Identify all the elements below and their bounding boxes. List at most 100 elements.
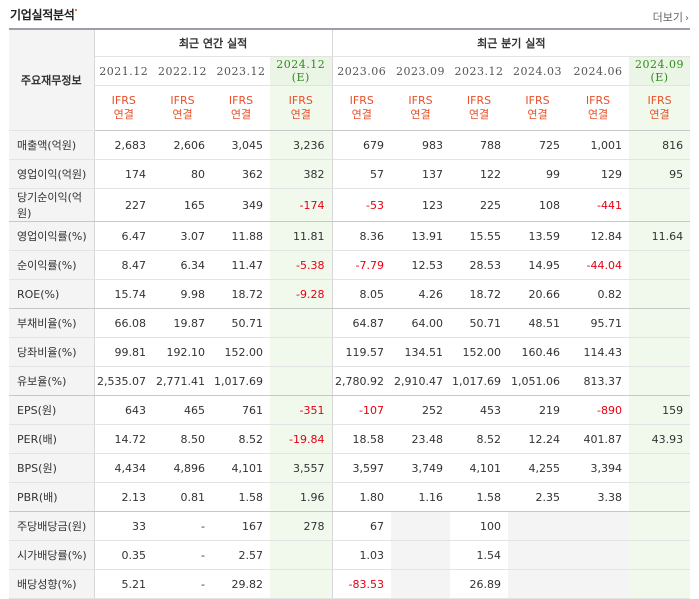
table-cell: - — [153, 540, 212, 570]
row-label: 배당성향(%) — [9, 569, 95, 599]
table-cell: 12.84 — [567, 221, 630, 251]
table-cell: 134.51 — [391, 337, 451, 367]
table-cell: 761 — [212, 395, 270, 425]
table-cell: 4,101 — [450, 453, 509, 483]
table-cell — [629, 308, 691, 338]
row-label: PER(배) — [9, 424, 95, 454]
table-cell: 14.95 — [508, 250, 568, 280]
consolidated-label: 연결 — [410, 108, 431, 121]
table-cell: 174 — [94, 159, 153, 189]
table-cell: -107 — [332, 395, 392, 425]
row-label: 영업이익률(%) — [9, 221, 95, 251]
table-row: EPS(원) 643 465 761 -351 -107 252 453 219 -890 159 — [9, 395, 691, 425]
table-row: PBR(배) 2.13 0.81 1.58 1.96 1.80 1.16 1.58 2.35 3.… — [9, 482, 691, 512]
ifrs-label: IFRS — [525, 94, 550, 107]
table-cell: 6.47 — [94, 221, 153, 251]
table-row: 당좌비율(%) 99.81 192.10 152.00 119.57 134.51 152.… — [9, 337, 691, 367]
row-label: 매출액(억원) — [9, 130, 95, 160]
table-cell — [629, 511, 691, 541]
table-row: PER(배) 14.72 8.50 8.52 -19.84 18.58 23.48 8.52 1… — [9, 424, 691, 454]
annual-group-header: 최근 연간 실적 — [94, 28, 333, 57]
table-cell: 14.72 — [94, 424, 153, 454]
table-cell — [629, 453, 691, 483]
table-cell: -83.53 — [332, 569, 392, 599]
table-cell: 0.82 — [567, 279, 630, 309]
chevron-right-icon: › — [685, 13, 689, 24]
table-cell — [629, 540, 691, 570]
table-cell: 50.71 — [450, 308, 509, 338]
table-cell: 3,394 — [567, 453, 630, 483]
more-label[interactable]: 더보기 — [652, 11, 683, 24]
ifrs-header-row: IFRS 연결 IFRS 연결 IFRS 연결 IFRS 연결 IFRS 연결 IFRS 연결 IFRS… — [9, 85, 691, 131]
table-cell — [629, 569, 691, 599]
table-cell: 29.82 — [212, 569, 270, 599]
table-cell: 453 — [450, 395, 509, 425]
table-cell — [270, 540, 333, 570]
table-cell — [629, 337, 691, 367]
table-cell: -351 — [270, 395, 333, 425]
table-cell: - — [153, 569, 212, 599]
ifrs-header: IFRS 연결 — [212, 85, 270, 131]
more-link[interactable]: 더보기 › — [653, 9, 689, 25]
panel-header: 기업실적분석 더보기 › — [0, 0, 699, 28]
table-cell: 8.36 — [332, 221, 392, 251]
table-cell — [391, 569, 451, 599]
table-cell: 4,255 — [508, 453, 568, 483]
table-cell: 114.43 — [567, 337, 630, 367]
table-cell: 11.81 — [270, 221, 333, 251]
table-cell: 2.35 — [508, 482, 568, 512]
table-cell: 5.21 — [94, 569, 153, 599]
table-cell: 2,606 — [153, 130, 212, 160]
table-row: 매출액(억원) 2,683 2,606 3,045 3,236 679 983 788 725 1… — [9, 130, 691, 160]
table-row: BPS(원) 4,434 4,896 4,101 3,557 3,597 3,749 4,10… — [9, 453, 691, 483]
table-cell: 12.24 — [508, 424, 568, 454]
ifrs-label: IFRS — [408, 94, 433, 107]
table-cell: 465 — [153, 395, 212, 425]
table-cell: 1,051.06 — [508, 366, 568, 396]
period-label: 2024.12 — [276, 58, 326, 71]
table-cell — [567, 569, 630, 599]
table-cell: 12.53 — [391, 250, 451, 280]
table-cell: 278 — [270, 511, 333, 541]
table-cell: 18.72 — [212, 279, 270, 309]
period-label: 2023.12 — [454, 64, 504, 78]
period-label: 2024.09 — [635, 58, 685, 71]
table-cell: 159 — [629, 395, 691, 425]
table-cell — [270, 569, 333, 599]
table-cell — [629, 250, 691, 280]
estimate-marker: (E) — [291, 71, 310, 84]
table-cell: 15.74 — [94, 279, 153, 309]
table-row: 주당배당금(원) 33-167 278 67 100 — [9, 511, 691, 541]
table-row: 영업이익률(%) 6.47 3.07 11.88 11.81 8.36 13.91 15.55… — [9, 221, 691, 251]
table-cell: 19.87 — [153, 308, 212, 338]
table-cell: 8.52 — [212, 424, 270, 454]
table-cell: 4,896 — [153, 453, 212, 483]
table-cell: 679 — [332, 130, 392, 160]
period-header: 2024.12 (E) — [270, 56, 333, 86]
table-cell: -7.79 — [332, 250, 392, 280]
table-cell: 2.13 — [94, 482, 153, 512]
table-cell: 137 — [391, 159, 451, 189]
row-label: PBR(배) — [9, 482, 95, 512]
row-label: EPS(원) — [9, 395, 95, 425]
table-cell: 643 — [94, 395, 153, 425]
consolidated-label: 연결 — [290, 108, 311, 121]
table-cell: 4,434 — [94, 453, 153, 483]
table-cell: 813.37 — [567, 366, 630, 396]
table-cell: 1,017.69 — [450, 366, 509, 396]
table-cell: 23.48 — [391, 424, 451, 454]
table-cell: 20.66 — [508, 279, 568, 309]
table-cell: 99 — [508, 159, 568, 189]
period-label: 2022.12 — [158, 64, 207, 78]
table-cell: 129 — [567, 159, 630, 189]
table-cell: 3.38 — [567, 482, 630, 512]
title-accent-dot — [75, 9, 77, 11]
table-cell: 1.96 — [270, 482, 333, 512]
period-label: 2023.09 — [396, 64, 446, 78]
table-cell: 122 — [450, 159, 509, 189]
period-header: 2024.09 (E) — [629, 56, 691, 86]
table-cell: 8.52 — [450, 424, 509, 454]
table-cell — [567, 511, 630, 541]
table-cell: 167 — [212, 511, 270, 541]
period-header: 2023.12 — [450, 56, 509, 86]
